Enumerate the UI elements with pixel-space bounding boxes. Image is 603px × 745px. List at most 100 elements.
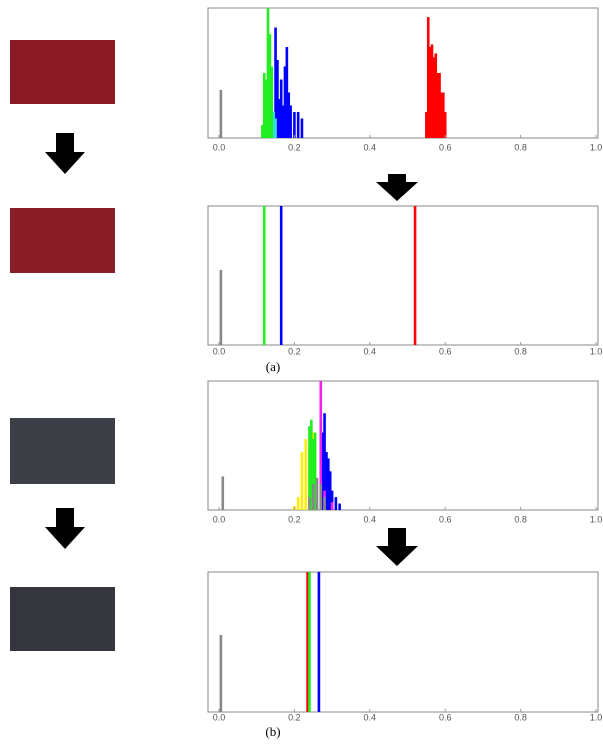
histogram-bar xyxy=(413,206,417,345)
histogram-bar xyxy=(261,125,264,138)
texture-image xyxy=(10,587,115,651)
x-tick-label: 0.4 xyxy=(364,142,377,152)
histogram-bar xyxy=(266,8,270,138)
histogram-bar xyxy=(289,105,292,138)
histogram-bar xyxy=(319,484,323,510)
x-tick-label: 0.6 xyxy=(439,712,452,722)
texture-image xyxy=(10,418,115,484)
histogram-bar xyxy=(262,206,266,345)
histogram-bar xyxy=(315,477,319,510)
histogram-bar xyxy=(321,432,324,510)
histogram-bar xyxy=(426,17,430,139)
histogram-chart: 0.0 0.2 0.4 0.6 0.8 1.0 (b) xyxy=(207,571,603,739)
x-tick-label: 0.2 xyxy=(288,142,301,152)
x-tick-label: 0.6 xyxy=(439,346,452,356)
caption: (a) xyxy=(266,359,280,374)
histogram-bar xyxy=(308,426,311,510)
histogram-bar xyxy=(311,484,315,510)
histogram-bar xyxy=(323,413,326,510)
x-tick-label: 0.4 xyxy=(364,514,377,524)
histogram-bar xyxy=(219,89,223,138)
x-tick-label: 0.8 xyxy=(514,514,527,524)
histogram-bar xyxy=(311,439,315,510)
x-tick-label: 1.0 xyxy=(590,712,603,722)
histogram-bar xyxy=(308,572,311,712)
plot-frame xyxy=(207,380,599,511)
histogram-bar xyxy=(300,451,304,510)
histogram-bar xyxy=(440,92,443,138)
histogram-bar xyxy=(430,44,434,138)
histogram-chart: 0.0 0.2 0.4 0.6 0.8 1.0 xyxy=(207,380,603,524)
histogram-bar xyxy=(432,57,436,138)
texture-image xyxy=(10,40,115,104)
histogram-bar xyxy=(268,34,272,138)
histogram-bar xyxy=(310,419,313,510)
histogram-bar xyxy=(272,112,275,138)
x-tick-label: 1.0 xyxy=(590,514,603,524)
plot-frame xyxy=(207,205,599,346)
histogram-bar xyxy=(279,79,283,138)
histogram-bar xyxy=(296,497,300,510)
caption: (b) xyxy=(265,724,280,739)
plot-frame xyxy=(207,571,599,713)
x-tick-label: 0.8 xyxy=(514,346,527,356)
histogram-bar xyxy=(304,439,308,510)
histogram-bar xyxy=(443,112,447,138)
x-tick-label: 0.2 xyxy=(288,712,301,722)
x-tick-label: 1.0 xyxy=(590,346,603,356)
histogram-bar xyxy=(262,73,266,138)
histogram-bar xyxy=(279,206,283,345)
histogram-bar xyxy=(293,112,296,138)
x-tick-label: 0.8 xyxy=(514,712,527,722)
histogram-bar xyxy=(323,497,326,510)
histogram-bar xyxy=(317,572,321,712)
x-tick-label: 0.4 xyxy=(364,712,377,722)
histogram-bar xyxy=(319,381,323,510)
x-tick-label: 0.8 xyxy=(514,142,527,152)
histogram-bar xyxy=(436,73,439,138)
histogram-bar xyxy=(442,92,445,138)
histogram-bar xyxy=(338,503,341,510)
texture-image xyxy=(10,208,115,273)
histogram-bar xyxy=(328,471,332,510)
histogram-bar xyxy=(296,112,300,138)
x-tick-label: 1.0 xyxy=(590,142,603,152)
histogram-bar xyxy=(270,66,274,138)
histogram-bar xyxy=(334,497,338,510)
histogram-bar xyxy=(283,66,287,138)
histogram-bar xyxy=(327,458,330,510)
arrow xyxy=(376,174,418,201)
histogram-bar xyxy=(285,47,289,138)
histogram-bar xyxy=(330,490,334,510)
histogram-chart: 0.0 0.2 0.4 0.6 0.8 1.0 (a) xyxy=(207,205,603,374)
histogram-bar xyxy=(438,73,441,138)
histogram-bar xyxy=(313,432,317,510)
x-tick-label: 0.2 xyxy=(288,514,301,524)
x-tick-label: 0.0 xyxy=(213,346,226,356)
histogram-bar xyxy=(308,497,311,510)
arrow xyxy=(376,528,418,566)
histogram-bar xyxy=(278,99,281,138)
histogram-bar xyxy=(306,572,309,712)
histogram-bar xyxy=(274,27,277,138)
histogram-bar xyxy=(274,118,277,138)
histogram-bar xyxy=(325,451,328,510)
histogram-bar xyxy=(330,502,334,510)
x-tick-label: 0.6 xyxy=(439,142,452,152)
histogram-bar xyxy=(434,53,438,138)
x-tick-label: 0.0 xyxy=(213,142,226,152)
histogram-bar xyxy=(276,60,279,138)
x-tick-label: 0.4 xyxy=(364,346,377,356)
histogram-bar xyxy=(281,105,285,138)
x-tick-label: 0.0 xyxy=(213,712,226,722)
x-tick-label: 0.0 xyxy=(213,514,226,524)
histogram-bar xyxy=(428,47,432,138)
x-tick-label: 0.6 xyxy=(439,514,452,524)
arrow xyxy=(45,133,85,174)
arrow xyxy=(45,508,85,549)
histogram-bar xyxy=(425,112,428,138)
histogram-bar xyxy=(287,92,291,138)
x-tick-label: 0.2 xyxy=(288,346,301,356)
histogram-bar xyxy=(264,79,268,138)
